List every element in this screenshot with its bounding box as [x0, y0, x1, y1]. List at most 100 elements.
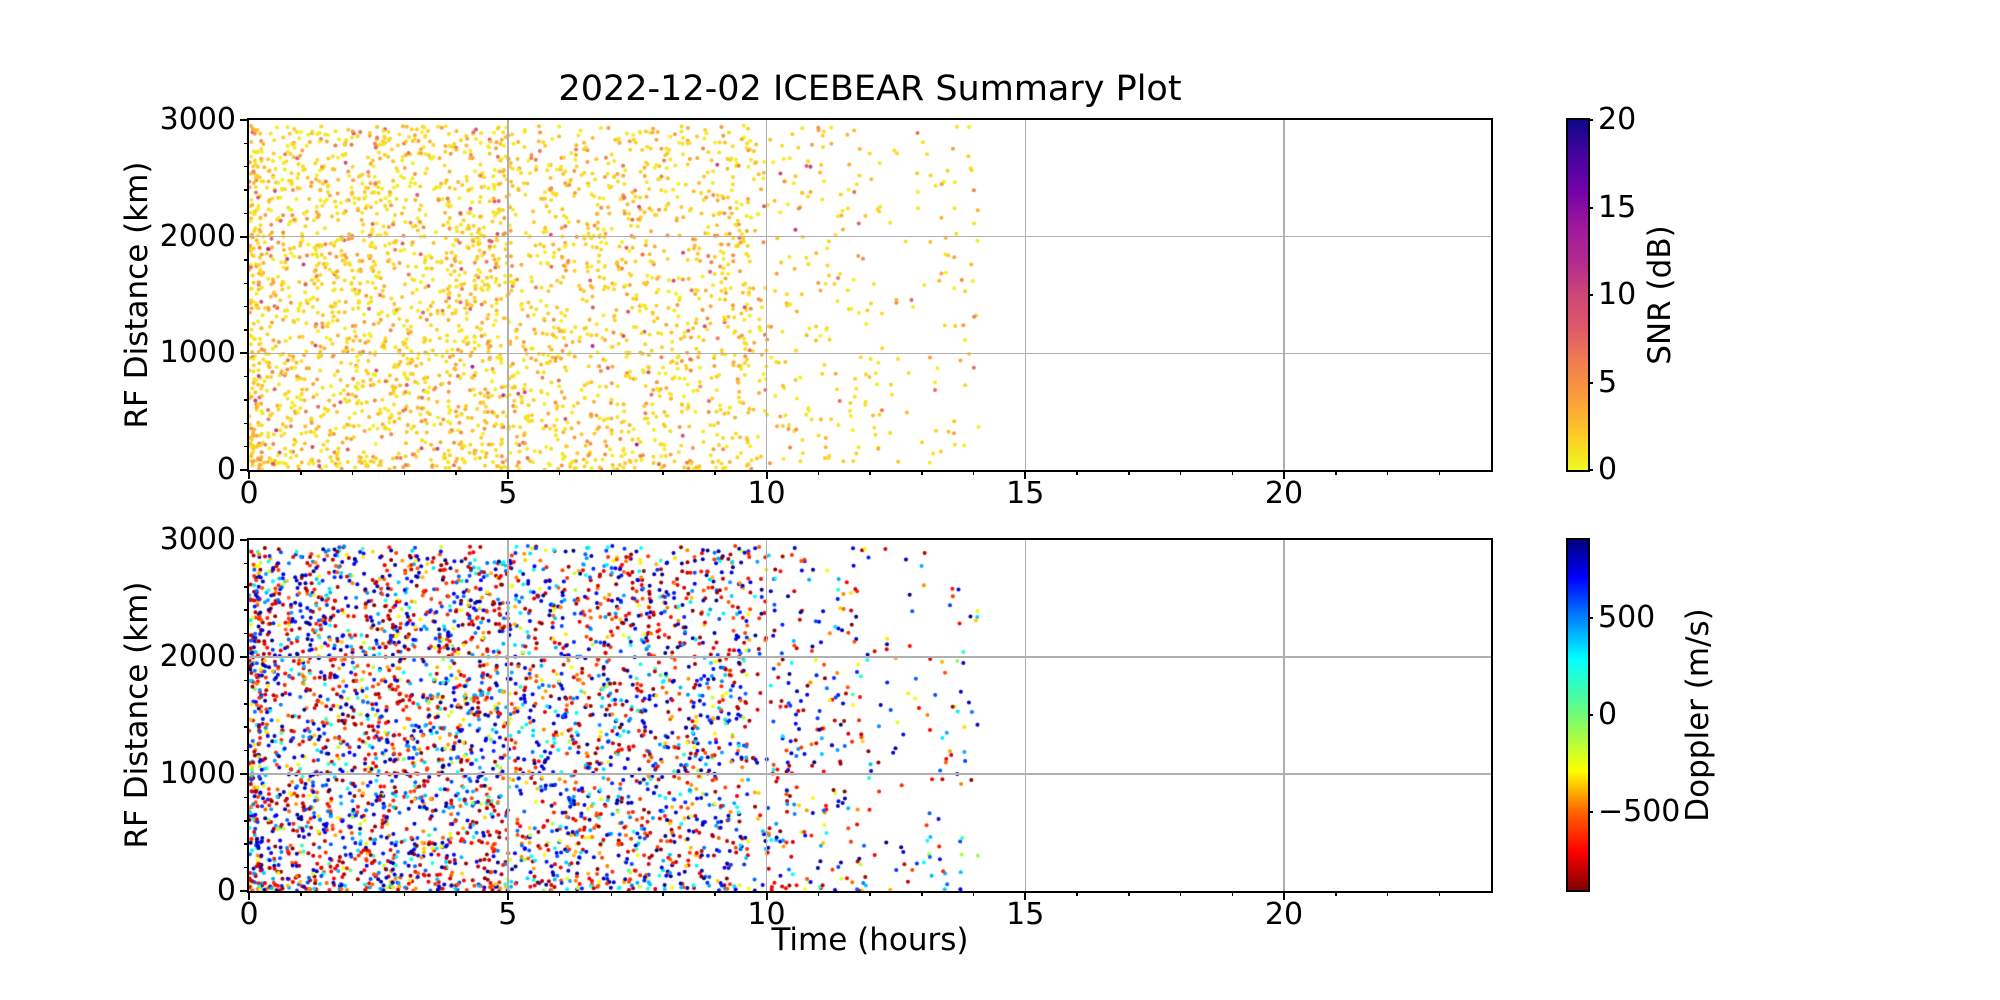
x-tick-label: 15 — [1006, 897, 1045, 932]
x-tick-label: 20 — [1264, 476, 1304, 511]
y-minor-tick — [244, 586, 249, 588]
y-minor-tick — [244, 259, 249, 261]
snr-colorbar-label: SNR (dB) — [1642, 225, 1678, 365]
colorbar-tick-label: 500 — [1598, 599, 1656, 635]
doppler-scatter-canvas — [249, 540, 1491, 891]
x-minor-tick — [351, 891, 354, 896]
y-gridline — [249, 235, 1491, 238]
x-major-tick — [1283, 891, 1285, 900]
x-gridline — [765, 120, 768, 470]
colorbar-tick-label: −500 — [1598, 794, 1681, 830]
x-minor-tick — [300, 891, 302, 896]
x-tick-label: 0 — [239, 476, 259, 511]
colorbar-tick-label: 0 — [1598, 697, 1618, 732]
x-major-tick — [1283, 470, 1285, 479]
y-tick-label: 3000 — [159, 522, 236, 557]
x-gridline — [1283, 120, 1285, 470]
y-minor-tick — [244, 375, 249, 378]
x-axis-label: Time (hours) — [771, 922, 969, 958]
colorbar-tick — [1588, 616, 1593, 619]
x-minor-tick — [1438, 470, 1440, 475]
plot-title: 2022-12-02 ICEBEAR Summary Plot — [558, 69, 1182, 109]
doppler-colorbar — [1566, 538, 1590, 892]
colorbar-tick-label: 15 — [1598, 189, 1637, 225]
y-minor-tick — [244, 703, 249, 705]
x-minor-tick — [662, 470, 664, 475]
x-tick-label: 10 — [747, 897, 786, 932]
x-minor-tick — [817, 470, 819, 475]
y-gridline — [249, 656, 1491, 658]
x-minor-tick — [455, 470, 457, 475]
y-minor-tick — [244, 820, 249, 822]
colorbar-tick-label: 5 — [1598, 364, 1618, 400]
y-minor-tick — [244, 866, 249, 869]
x-minor-tick — [1231, 891, 1233, 896]
x-minor-tick — [1128, 891, 1130, 896]
x-tick-label: 0 — [239, 897, 259, 932]
colorbar-tick — [1588, 294, 1593, 296]
x-minor-tick — [558, 470, 561, 475]
colorbar-tick — [1588, 206, 1593, 209]
x-minor-tick — [403, 891, 405, 896]
y-tick-label: 0 — [216, 873, 236, 908]
x-tick-label: 10 — [747, 476, 786, 511]
colorbar-tick — [1588, 119, 1593, 121]
colorbar-tick — [1588, 714, 1593, 716]
x-minor-tick — [403, 470, 405, 475]
y-minor-tick — [244, 329, 249, 331]
x-minor-tick — [1386, 891, 1389, 896]
x-minor-tick — [610, 891, 612, 896]
x-major-tick — [506, 470, 509, 479]
x-minor-tick — [869, 470, 871, 475]
x-minor-tick — [558, 891, 561, 896]
colorbar-tick — [1588, 381, 1593, 384]
colorbar-tick-label: 10 — [1598, 277, 1637, 312]
x-minor-tick — [972, 470, 975, 475]
x-major-tick — [1024, 891, 1027, 900]
y-major-tick — [240, 469, 249, 471]
y-tick-label: 1000 — [159, 756, 236, 791]
x-gridline — [765, 540, 768, 891]
y-minor-tick — [244, 399, 249, 401]
x-minor-tick — [1231, 470, 1233, 475]
x-minor-tick — [921, 891, 923, 896]
doppler-colorbar-label: Doppler (m/s) — [1680, 608, 1716, 822]
y-minor-tick — [244, 212, 249, 215]
y-minor-tick — [244, 632, 249, 635]
y-minor-tick — [244, 679, 249, 682]
x-minor-tick — [662, 891, 664, 896]
y-minor-tick — [244, 305, 249, 308]
x-gridline — [507, 540, 509, 891]
x-minor-tick — [921, 470, 923, 475]
y-major-tick — [240, 656, 249, 658]
y-minor-tick — [244, 282, 249, 285]
x-tick-label: 15 — [1006, 476, 1045, 511]
y-tick-label: 2000 — [159, 639, 236, 674]
y-tick-label: 3000 — [159, 102, 236, 137]
x-minor-tick — [817, 891, 819, 896]
x-tick-label: 5 — [498, 476, 518, 511]
y-minor-tick — [244, 165, 249, 168]
y-tick-label: 0 — [216, 452, 236, 487]
x-minor-tick — [610, 470, 612, 475]
x-major-tick — [248, 470, 250, 479]
x-minor-tick — [1335, 891, 1337, 896]
x-minor-tick — [300, 470, 302, 475]
y-minor-tick — [244, 142, 249, 145]
colorbar-tick-label: 20 — [1598, 102, 1637, 137]
x-minor-tick — [869, 891, 871, 896]
x-minor-tick — [1076, 470, 1078, 475]
x-minor-tick — [1179, 470, 1182, 475]
colorbar-tick-label: 0 — [1598, 452, 1618, 487]
y-tick-label: 2000 — [159, 218, 236, 254]
y-major-tick — [240, 773, 249, 775]
snr-colorbar — [1566, 118, 1590, 472]
x-minor-tick — [1179, 891, 1182, 896]
x-major-tick — [248, 891, 250, 900]
x-tick-label: 20 — [1264, 897, 1304, 932]
x-minor-tick — [1386, 470, 1389, 475]
x-gridline — [1283, 540, 1285, 891]
y-major-tick — [240, 890, 249, 892]
x-major-tick — [1024, 470, 1027, 479]
